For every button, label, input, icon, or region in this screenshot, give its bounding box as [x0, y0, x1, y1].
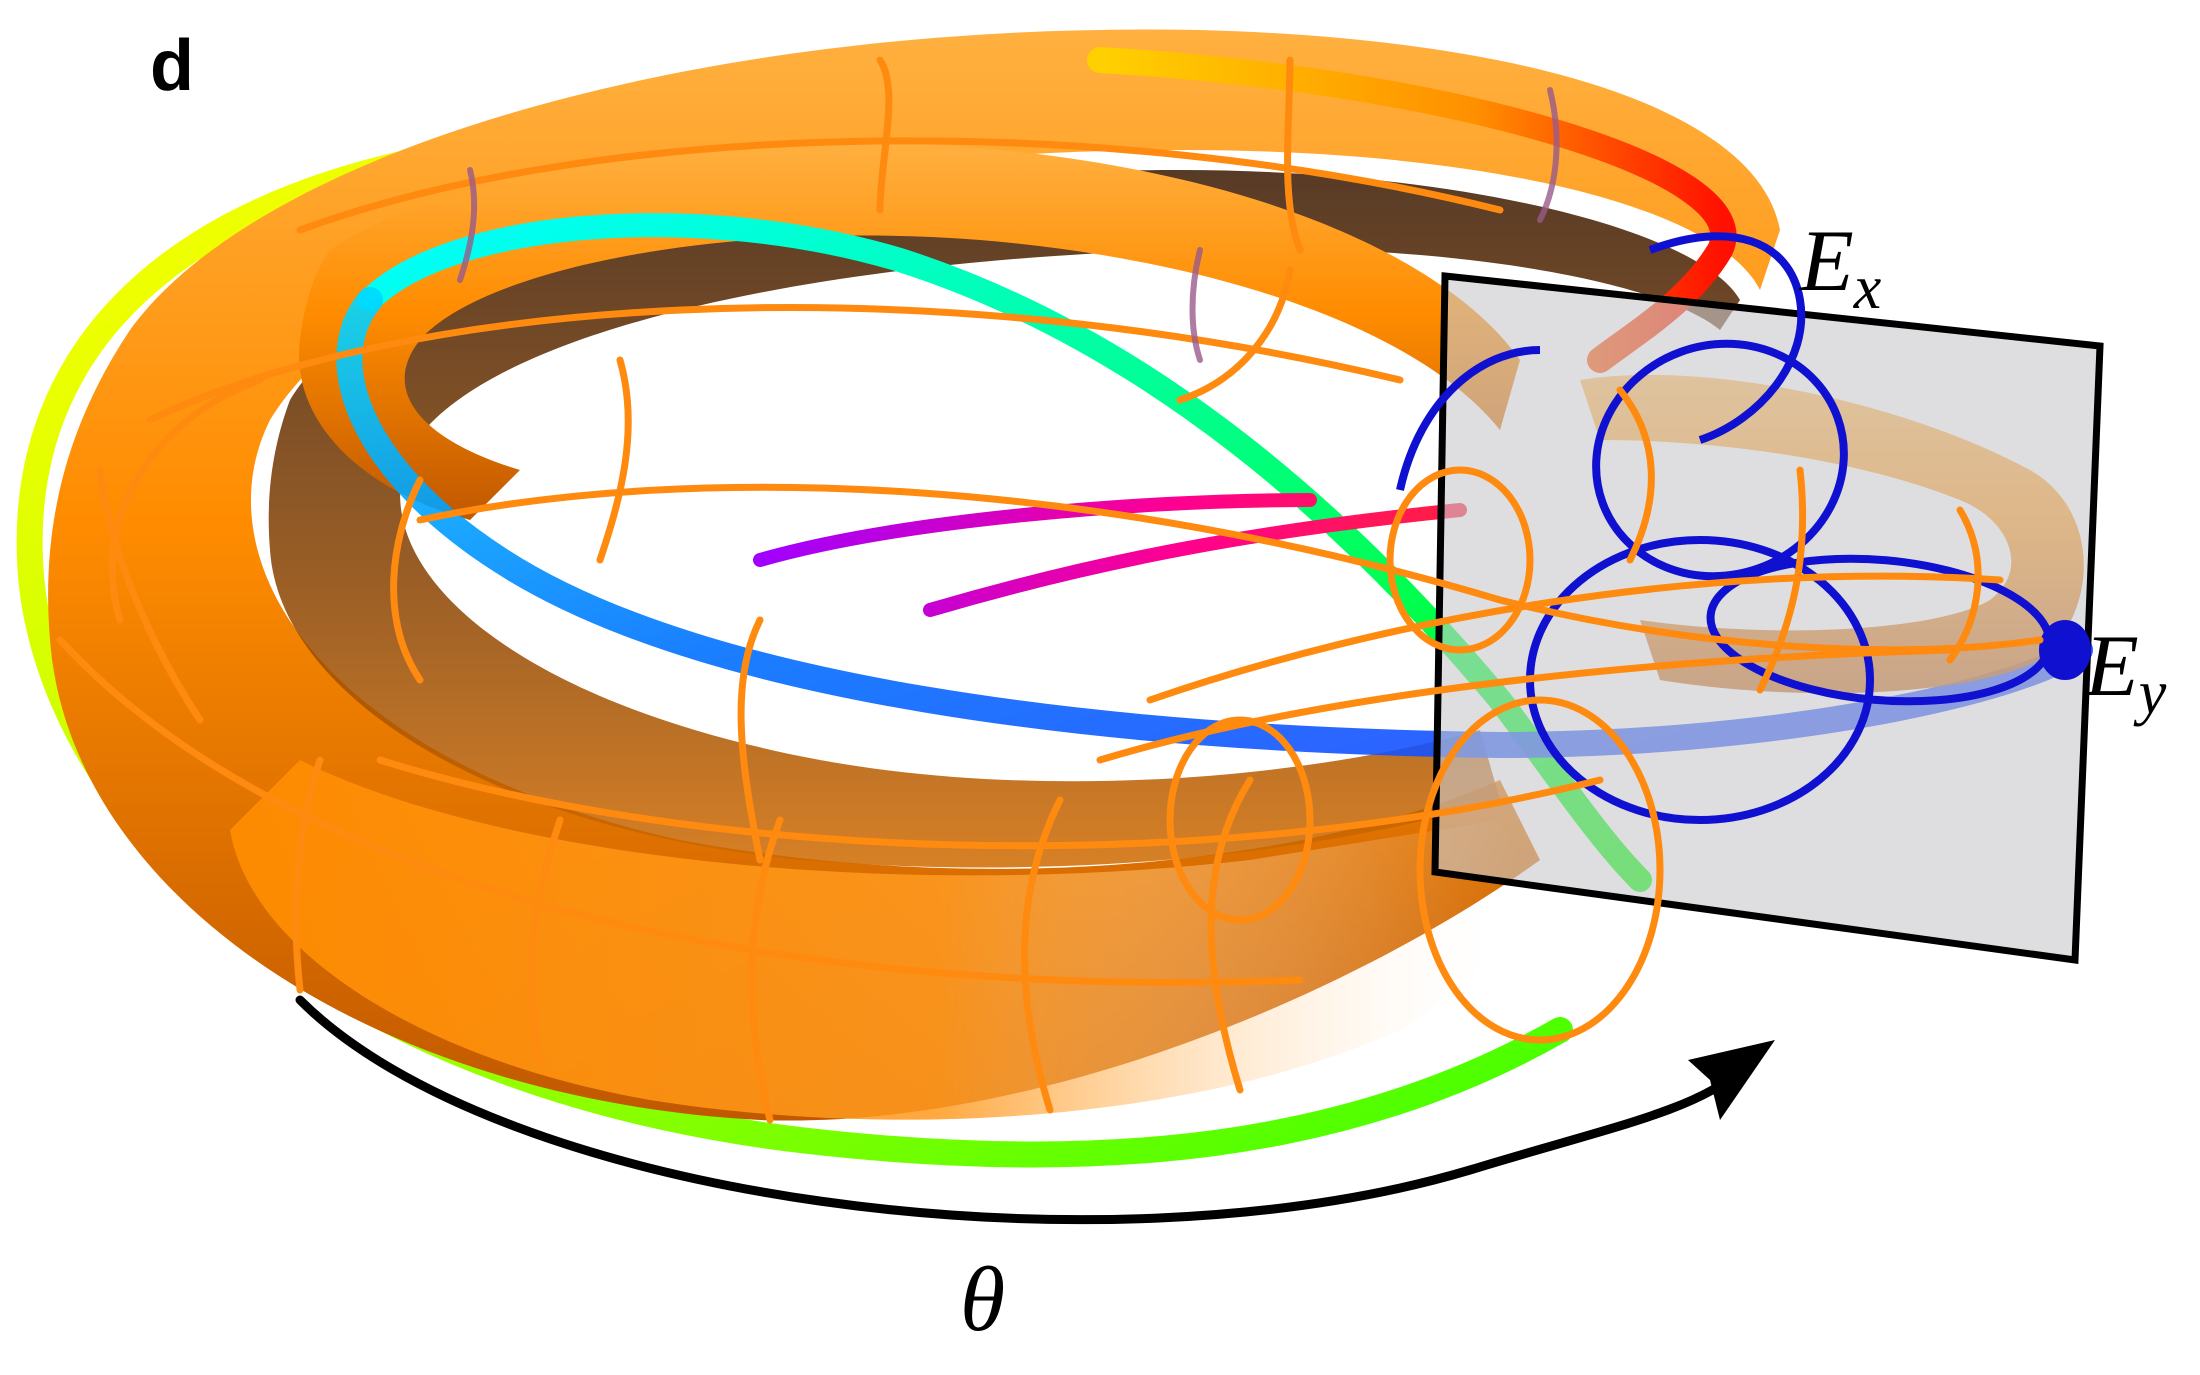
wireframe-meridian-5	[528, 816, 564, 1064]
section-curve-top	[1648, 232, 1806, 444]
wireframe-back	[457, 87, 1560, 363]
ex-label-sub: x	[1853, 254, 1882, 322]
wireframe-meridian-14	[1756, 466, 1807, 694]
wireframe-parallel-5	[416, 483, 2044, 654]
wireframe-meridian-7	[1021, 796, 1064, 1114]
wireframe-parallel-2	[146, 304, 1404, 424]
section-plane	[1431, 272, 2104, 964]
wireframe-meridian-11	[876, 56, 893, 214]
wireframe-ring-section-2	[1386, 466, 1534, 654]
panel-label: d	[150, 26, 194, 106]
wireframe-back-ring-2	[1189, 247, 1203, 363]
wireframe-ring-section-3	[1166, 716, 1314, 924]
wireframe-meridian-3	[390, 476, 424, 684]
theta-label: θ	[960, 1248, 1005, 1350]
wireframe-parallel-1	[56, 636, 1304, 986]
wireframe-parallel-3	[296, 137, 1504, 234]
wireframe-meridian-8	[1207, 776, 1254, 1094]
wireframe-meridian-4	[292, 756, 324, 994]
wireframe-parallel-6	[1096, 646, 1954, 764]
wireframe-parallel-4	[376, 756, 1604, 850]
ey-label-main: E	[2083, 618, 2139, 715]
theta-arrow-head	[1688, 1040, 1775, 1120]
wireframe-back-ring-3	[1537, 87, 1560, 223]
wireframe	[56, 56, 2044, 1124]
ex-label-main: E	[1798, 213, 1854, 310]
wireframe-meridian-15	[1946, 506, 1982, 664]
wireframe-meridian-2	[96, 466, 204, 724]
wireframe-back-ring-1	[457, 167, 478, 283]
ey-label-sub: y	[2133, 659, 2167, 727]
wireframe-meridian-10	[596, 356, 632, 564]
wireframe-meridian-1	[108, 376, 264, 624]
theta-arrow	[295, 995, 1745, 1225]
wireframe-parallel-7	[1146, 572, 2004, 704]
wireframe-meridian-9	[737, 616, 764, 864]
hue-band-inner-magenta	[753, 493, 1467, 617]
wireframe-meridian-6	[748, 816, 784, 1124]
wireframe-ring-section-1	[1416, 696, 1664, 1044]
wireframe-meridian-12	[1284, 56, 1304, 254]
section-end-point	[2039, 620, 2091, 680]
wireframe-meridian-16	[1616, 386, 1655, 564]
torus-inner-shadow	[268, 170, 1740, 868]
ey-label: Ey	[2083, 618, 2167, 727]
ex-label: Ex	[1798, 213, 1882, 322]
section-curve-left	[1396, 346, 1541, 491]
